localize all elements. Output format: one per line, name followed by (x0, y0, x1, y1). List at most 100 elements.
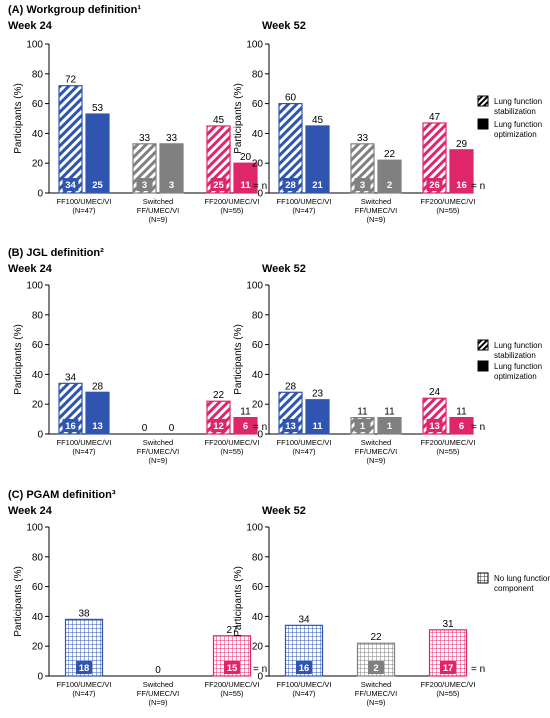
n-badge-label: 28 (285, 180, 296, 191)
n-badge-label: 16 (65, 421, 76, 432)
x-tick-label: FF100/UMEC/VI (56, 197, 111, 206)
x-tick-label: Switched (143, 438, 173, 447)
n-badge (381, 419, 398, 432)
bar-value-label: 11 (384, 407, 395, 418)
n-label: = n (471, 422, 485, 433)
y-tick-label: 0 (257, 189, 263, 200)
legend-swatch (477, 95, 489, 107)
x-tick-label: FF200/UMEC/VI (420, 680, 475, 689)
n-badge (354, 419, 371, 432)
bar-value-label: 34 (65, 372, 77, 383)
legend-swatch (477, 572, 489, 584)
n-badge (381, 178, 398, 191)
x-tick-label: (N=55) (220, 447, 244, 456)
x-tick-label: (N=55) (220, 689, 244, 698)
n-badge-label: 1 (387, 421, 393, 432)
week-title: Week 52 (262, 263, 306, 275)
bar (278, 102, 303, 194)
bar-value-label: 33 (139, 133, 151, 144)
n-badge-label: 25 (213, 180, 224, 191)
x-tick-label: FF/UMEC/VI (137, 447, 180, 456)
chart-panel-4: Week 52 Participants (%) 0 20 40 60 80 100 FF100… (233, 263, 485, 465)
legend-label: Lung function (494, 362, 542, 371)
bar-value-label: 45 (213, 115, 225, 126)
x-tick-label: FF100/UMEC/VI (56, 438, 111, 447)
bar (206, 125, 231, 194)
x-tick-label: FF100/UMEC/VI (276, 438, 331, 447)
n-badge (354, 178, 371, 191)
y-axis-label: Participants (%) (13, 566, 24, 637)
x-tick-label: FF/UMEC/VI (137, 689, 180, 698)
legend-label: optimization (494, 130, 537, 139)
n-label: = n (253, 664, 267, 675)
y-tick-label: 20 (32, 400, 44, 411)
n-badge-label: 16 (299, 663, 310, 674)
n-badge (89, 178, 106, 191)
n-badge (282, 419, 299, 432)
bar-value-label: 47 (429, 112, 441, 123)
panel-title: (A) Workgroup definition¹ (8, 4, 141, 16)
y-tick-label: 80 (32, 69, 44, 80)
panel-title: (C) PGAM definition³ (8, 489, 116, 501)
n-badge-label: 3 (360, 180, 365, 191)
n-badge-label: 25 (92, 180, 103, 191)
legend-label: optimization (494, 372, 537, 381)
x-tick-label: FF100/UMEC/VI (276, 197, 331, 206)
bar-value-label: 0 (169, 423, 175, 434)
n-badge-label: 13 (285, 421, 296, 432)
bar (305, 125, 330, 194)
x-tick-label: FF200/UMEC/VI (204, 680, 259, 689)
y-tick-label: 100 (246, 523, 263, 534)
week-title: Week 24 (8, 505, 53, 517)
y-tick-label: 40 (252, 129, 264, 140)
x-tick-label: (N=47) (72, 689, 96, 698)
n-badge (368, 661, 384, 674)
n-badge-label: 1 (360, 421, 366, 432)
n-badge (76, 661, 92, 674)
week-title: Week 52 (262, 20, 306, 32)
x-tick-label: (N=55) (220, 206, 244, 215)
y-axis-label: Participants (%) (233, 566, 244, 637)
bar (422, 122, 447, 194)
x-tick-label: FF/UMEC/VI (137, 206, 180, 215)
x-tick-label: (N=47) (72, 447, 96, 456)
n-badge (282, 178, 299, 191)
x-tick-label: (N=9) (367, 456, 386, 465)
n-badge-label: 13 (92, 421, 103, 432)
bar-value-label: 72 (65, 75, 77, 86)
y-tick-label: 100 (26, 40, 43, 51)
y-tick-label: 0 (257, 430, 263, 441)
y-tick-label: 100 (246, 281, 263, 292)
y-axis-label: Participants (%) (233, 83, 244, 154)
y-tick-label: 40 (252, 612, 264, 623)
x-tick-label: (N=55) (436, 206, 460, 215)
x-tick-label: (N=9) (367, 215, 386, 224)
x-tick-label: FF200/UMEC/VI (420, 197, 475, 206)
x-tick-label: FF/UMEC/VI (355, 447, 398, 456)
y-tick-label: 80 (252, 69, 264, 80)
x-tick-label: (N=9) (149, 456, 168, 465)
y-tick-label: 60 (252, 582, 264, 593)
n-badge-label: 6 (459, 421, 464, 432)
week-title: Week 24 (8, 20, 53, 32)
n-badge (309, 178, 326, 191)
legend-label: No lung function (494, 574, 550, 583)
y-tick-label: 20 (252, 400, 264, 411)
legend-label: component (494, 584, 534, 593)
y-tick-label: 40 (32, 129, 44, 140)
x-tick-label: Switched (361, 680, 391, 689)
legend-label: stabilization (494, 351, 536, 360)
bar (85, 113, 110, 194)
y-tick-label: 60 (32, 99, 44, 110)
n-badge (163, 178, 180, 191)
bar-value-label: 27 (226, 625, 238, 636)
n-label: = n (253, 181, 267, 192)
x-tick-label: FF200/UMEC/VI (204, 438, 259, 447)
y-tick-label: 0 (37, 430, 43, 441)
x-tick-label: (N=55) (436, 689, 460, 698)
legend-label: Lung function (494, 120, 542, 129)
bar-value-label: 22 (370, 632, 382, 643)
